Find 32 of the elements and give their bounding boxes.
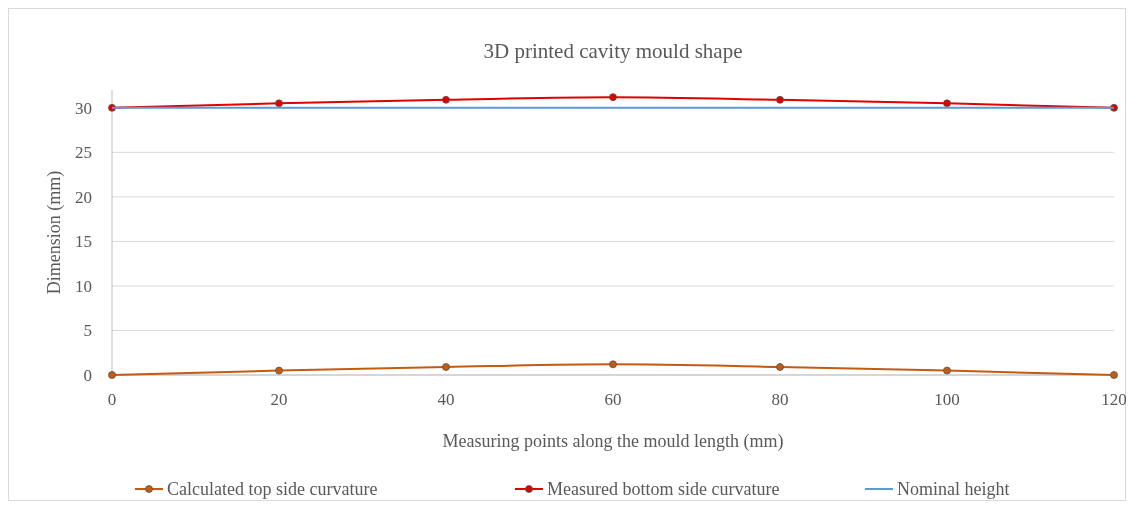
y-axis-title: Dimension (mm) <box>44 170 65 295</box>
point <box>776 363 784 371</box>
x-tick-label: 80 <box>771 390 789 409</box>
point <box>609 360 617 369</box>
y-tick-label: 0 <box>83 365 92 385</box>
point <box>943 366 951 375</box>
y-tick-label: 25 <box>75 143 92 163</box>
y-tick-label: 20 <box>75 187 92 207</box>
y-tick-label: 10 <box>75 276 92 296</box>
x-tick-label: 20 <box>270 390 288 409</box>
point <box>442 363 450 371</box>
point <box>442 95 450 104</box>
point <box>108 371 116 379</box>
x-axis-title: Measuring points along the mould length (mm) <box>442 431 784 452</box>
point <box>609 93 617 102</box>
y-tick-label: 30 <box>75 98 92 118</box>
legend-label: Measured bottom side curvature <box>547 479 780 500</box>
x-tick-label: 100 <box>934 390 960 409</box>
x-tick-label: 60 <box>604 390 622 409</box>
point <box>275 99 283 108</box>
legend-label: Nominal height <box>897 479 1010 500</box>
chart-title: 3D printed cavity mould shape <box>483 39 743 63</box>
point <box>1110 371 1118 379</box>
y-tick-label: 15 <box>75 232 92 252</box>
point <box>776 95 784 104</box>
x-tick-label: 0 <box>107 390 117 409</box>
point <box>275 366 283 375</box>
x-tick-label: 120 <box>1101 390 1127 409</box>
legend-label: Calculated top side curvature <box>167 479 378 500</box>
x-tick-label: 40 <box>437 390 455 409</box>
point <box>943 99 951 108</box>
y-tick-label: 5 <box>83 321 92 341</box>
